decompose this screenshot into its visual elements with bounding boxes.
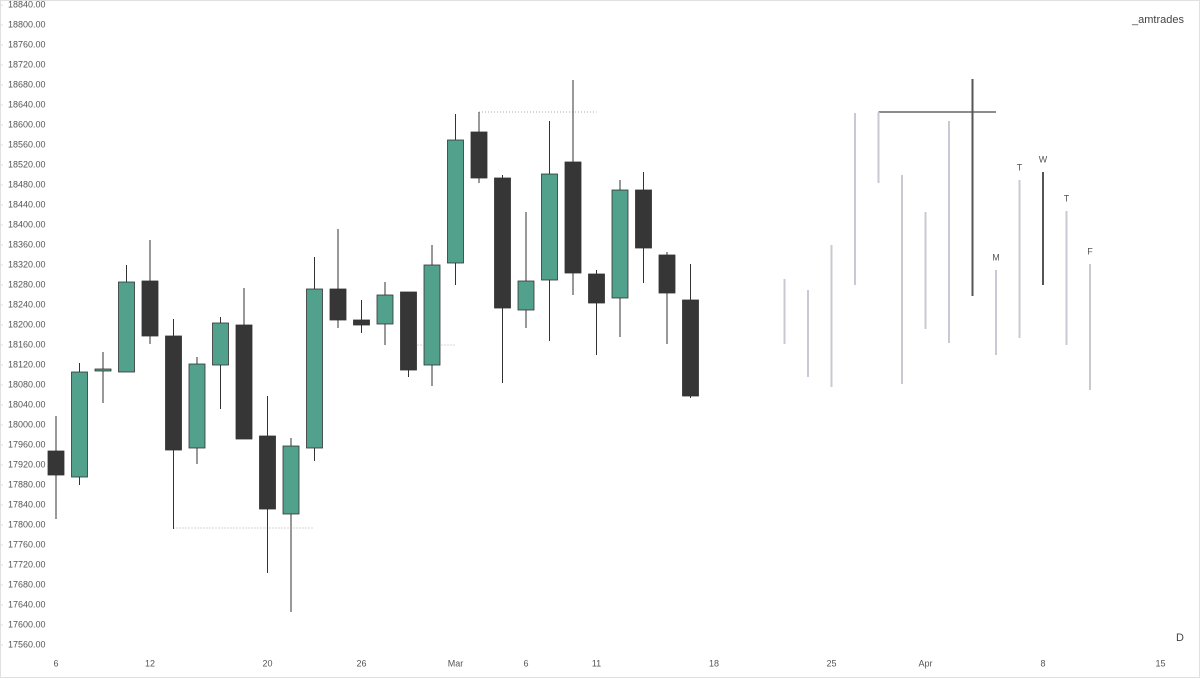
candle-body (611, 189, 629, 299)
x-tick-label: 6 (53, 658, 58, 668)
candle-body (658, 254, 676, 294)
x-tick-label: 26 (356, 658, 366, 668)
y-tick-label: 18840.00 (8, 0, 46, 9)
x-tick-label: 8 (1040, 658, 1045, 668)
candle-body (71, 371, 88, 478)
y-tick-label: 18040.00 (8, 399, 46, 409)
y-tick-label: 17560.00 (8, 639, 46, 649)
y-tick-label: 18800.00 (8, 19, 46, 29)
candle-body (47, 450, 65, 476)
candle-body (282, 445, 300, 515)
y-tick-label: 18480.00 (8, 179, 46, 189)
candle-body (306, 288, 323, 449)
candle-body (541, 173, 558, 281)
projection-label: F (1087, 246, 1093, 256)
y-tick-label: 17920.00 (8, 459, 46, 469)
y-tick-label: 17760.00 (8, 539, 46, 549)
x-tick-label: 18 (709, 658, 719, 668)
y-tick-label: 18520.00 (8, 159, 46, 169)
projection-label: T (1017, 162, 1023, 172)
projection-label: W (1039, 154, 1048, 164)
candle-body (588, 273, 605, 304)
y-tick-label: 18440.00 (8, 199, 46, 209)
x-tick-label: 12 (145, 658, 155, 668)
y-tick-label: 17880.00 (8, 479, 46, 489)
candle-body (447, 139, 464, 264)
candle-body (329, 288, 347, 321)
interval: D (1176, 632, 1184, 644)
y-tick-label: 18400.00 (8, 219, 46, 229)
y-tick-label: 17720.00 (8, 559, 46, 569)
candle-body (564, 161, 582, 274)
projection-label: M (992, 252, 1000, 262)
y-tick-label: 18080.00 (8, 379, 46, 389)
y-tick-label: 18760.00 (8, 39, 46, 49)
x-tick-label: Mar (448, 658, 464, 668)
candle-body (400, 291, 417, 371)
candle-body (188, 363, 206, 449)
y-tick-label: 18600.00 (8, 119, 46, 129)
y-tick-label: 17600.00 (8, 619, 46, 629)
y-tick-label: 18720.00 (8, 59, 46, 69)
candle-body (470, 131, 488, 179)
candle-body (235, 324, 253, 440)
y-tick-label: 18160.00 (8, 339, 46, 349)
y-tick-label: 17840.00 (8, 499, 46, 509)
candle-body (165, 335, 182, 451)
x-tick-label: Apr (918, 658, 932, 668)
y-tick-label: 18120.00 (8, 359, 46, 369)
y-tick-label: 18360.00 (8, 239, 46, 249)
projection-label: T (1064, 193, 1070, 203)
x-tick-label: 15 (1155, 658, 1165, 668)
y-tick-label: 18320.00 (8, 259, 46, 269)
candle-body (517, 280, 535, 311)
y-tick-label: 18280.00 (8, 279, 46, 289)
y-tick-label: 18560.00 (8, 139, 46, 149)
candle-body (94, 368, 112, 372)
candle-body (494, 177, 511, 309)
y-tick-label: 18200.00 (8, 319, 46, 329)
candle-body (353, 319, 370, 326)
x-tick-label: 6 (523, 658, 528, 668)
y-tick-label: 18000.00 (8, 419, 46, 429)
candle-body (118, 281, 135, 373)
candle-body (376, 294, 394, 325)
candle-body (259, 435, 276, 510)
y-tick-label: 18680.00 (8, 79, 46, 89)
x-tick-label: 11 (592, 658, 601, 668)
x-tick-label: 20 (262, 658, 272, 668)
candle-body (423, 264, 441, 366)
y-tick-label: 17800.00 (8, 519, 46, 529)
x-tick-label: 25 (826, 658, 836, 668)
y-tick-label: 17640.00 (8, 599, 46, 609)
y-tick-label: 17960.00 (8, 439, 46, 449)
watermark: _amtrades (1131, 14, 1184, 26)
y-tick-label: 18240.00 (8, 299, 46, 309)
y-tick-label: 17680.00 (8, 579, 46, 589)
candle-body (141, 280, 159, 337)
y-tick-label: 18640.00 (8, 99, 46, 109)
candle-body (635, 189, 652, 249)
candle-body (682, 299, 699, 397)
candle-body (212, 322, 229, 366)
